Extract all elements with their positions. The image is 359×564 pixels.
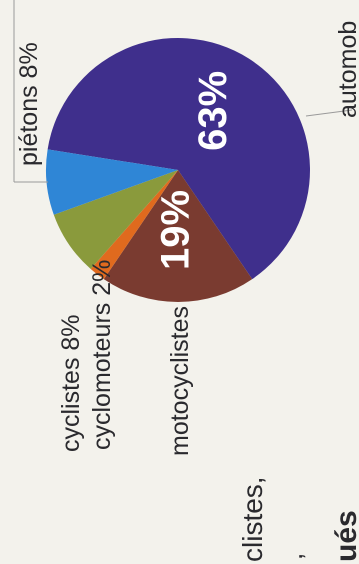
cut-off-text-line-1: clistes, [237,476,268,562]
pie-slice-0 [47,37,311,280]
pie-chart [45,37,311,302]
pie-slice-2 [90,170,178,280]
slice-value-label-0: 63% [191,71,235,151]
slice-value-label-1: 19% [154,190,198,270]
label-cyclistes: cyclistes 8% [57,314,85,452]
label-cyclomoteurs: cyclomoteurs 2% [88,260,116,450]
cut-off-text-line-2: , [278,553,308,560]
label-pietons: piétons 8% [15,42,43,166]
pie-slice-3 [53,170,178,270]
pie-slice-1 [103,170,253,302]
cut-off-heading: ués [330,510,359,562]
pie-slice-4 [45,149,178,215]
label-automobilistes: automob [334,21,359,118]
automobilistes-leader-line [305,109,353,117]
label-motocyclistes: motocyclistes [166,306,194,456]
slice-value-labels: 63%19% [154,71,236,270]
